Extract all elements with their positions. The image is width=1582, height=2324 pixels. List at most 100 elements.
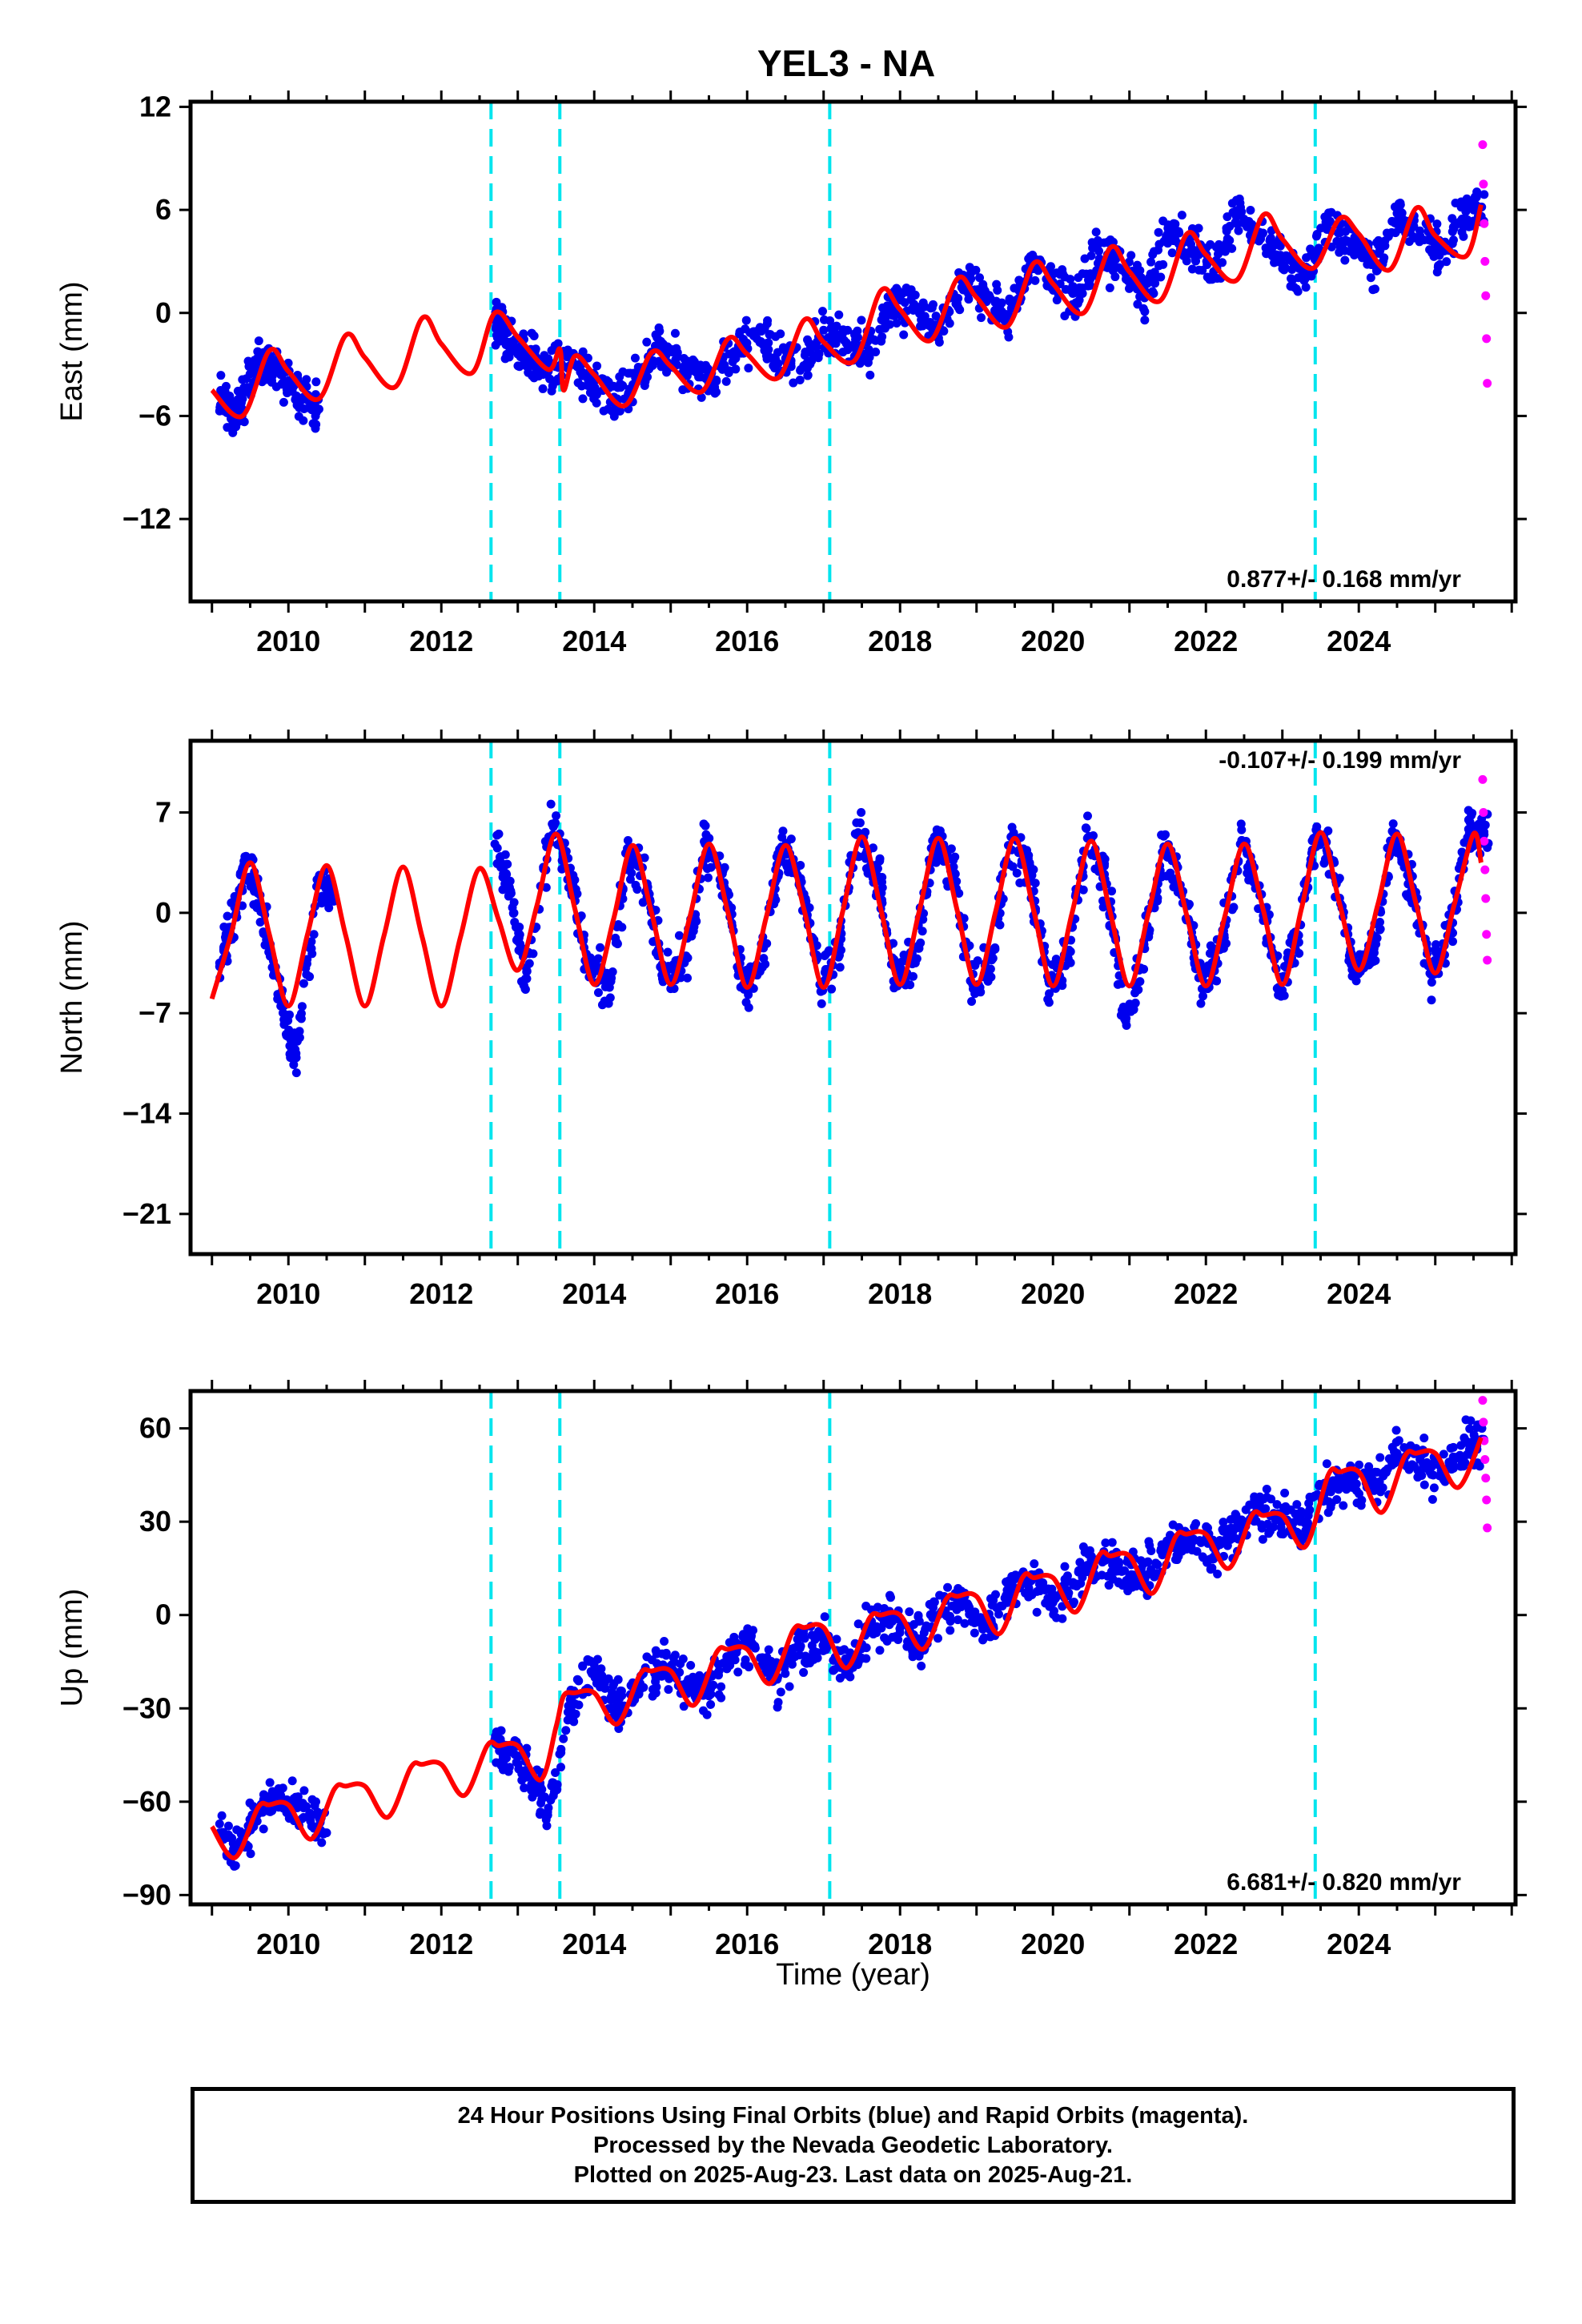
data-point: [1480, 1454, 1490, 1464]
data-point: [1259, 1494, 1268, 1504]
data-point: [520, 984, 530, 994]
data-point: [1068, 282, 1078, 292]
data-point: [1012, 868, 1022, 878]
data-point: [1431, 939, 1441, 949]
data-point: [1158, 259, 1168, 269]
data-point: [1034, 1579, 1044, 1589]
data-point: [615, 406, 624, 416]
data-point: [750, 1643, 760, 1653]
data-point: [951, 299, 961, 308]
data-point: [650, 341, 660, 351]
data-point: [572, 1675, 582, 1684]
data-point: [732, 1648, 741, 1658]
data-point: [522, 1743, 532, 1753]
data-point: [1388, 819, 1398, 829]
data-point: [1326, 1487, 1335, 1497]
data-point: [1127, 1582, 1137, 1592]
data-point: [1087, 238, 1097, 247]
data-point: [837, 945, 846, 955]
data-point: [552, 811, 561, 821]
data-point: [607, 973, 616, 983]
data-point: [658, 340, 668, 349]
data-point: [263, 1806, 273, 1815]
data-point: [1430, 242, 1439, 251]
data-point: [600, 1683, 610, 1693]
data-point: [613, 1675, 623, 1684]
data-point: [796, 1642, 805, 1651]
data-point: [764, 338, 773, 348]
data-point: [931, 312, 941, 321]
footer-caption-box: 24 Hour Positions Using Final Orbits (bl…: [191, 2087, 1516, 2204]
data-point: [1466, 1416, 1476, 1425]
data-point: [765, 330, 774, 340]
data-point: [728, 357, 737, 367]
data-point: [1482, 930, 1492, 939]
data-point: [978, 1635, 988, 1645]
data-point: [731, 364, 741, 374]
data-point: [278, 1783, 287, 1793]
x-tick-label: 2012: [409, 625, 473, 657]
data-point: [1415, 1468, 1425, 1478]
data-point: [1303, 1511, 1313, 1521]
data-point: [674, 931, 684, 940]
data-point: [1151, 1558, 1161, 1568]
data-point: [1097, 1570, 1106, 1580]
plot-frame: [188, 738, 1518, 1256]
data-point: [1419, 1433, 1429, 1443]
data-point: [307, 937, 316, 947]
data-point: [1302, 253, 1311, 263]
data-point: [773, 359, 783, 368]
data-point: [1364, 960, 1374, 970]
data-point: [802, 364, 812, 373]
data-point: [835, 963, 845, 972]
data-point: [899, 330, 909, 340]
data-point: [1301, 283, 1311, 292]
data-point: [689, 922, 699, 931]
data-point: [807, 1641, 817, 1651]
data-point: [1130, 988, 1140, 998]
data-point: [284, 1025, 294, 1035]
x-tick-label: 2024: [1327, 1928, 1391, 1960]
data-point: [311, 412, 320, 421]
data-point: [271, 368, 281, 377]
data-point: [1101, 1538, 1110, 1548]
data-point: [1272, 1500, 1282, 1510]
data-point: [521, 963, 531, 972]
data-point: [1107, 887, 1117, 896]
data-point: [1439, 1449, 1448, 1459]
data-point: [309, 930, 319, 939]
data-point: [498, 1765, 508, 1775]
data-point: [729, 1632, 739, 1642]
data-point: [642, 337, 652, 347]
data-point: [1263, 1519, 1272, 1529]
data-point: [1351, 976, 1361, 986]
data-point: [984, 970, 994, 979]
data-point: [1431, 947, 1440, 957]
data-point: [1447, 227, 1457, 236]
data-point: [888, 1632, 897, 1642]
data-point: [640, 380, 649, 390]
data-point: [701, 821, 710, 830]
data-point: [303, 955, 312, 964]
data-point: [1121, 1016, 1130, 1026]
data-point: [857, 807, 866, 817]
data-point: [245, 1798, 255, 1807]
data-point: [683, 953, 693, 963]
data-point: [686, 1661, 696, 1671]
data-point: [718, 1659, 728, 1668]
data-point: [1170, 1554, 1180, 1564]
data-point: [896, 1622, 905, 1631]
data-point: [875, 856, 885, 866]
data-point: [259, 929, 268, 939]
data-point: [1066, 275, 1075, 284]
model-curve: [210, 203, 1484, 420]
data-point: [548, 1782, 558, 1791]
data-point: [809, 351, 818, 360]
x-tick-label: 2010: [256, 1277, 320, 1310]
data-point: [908, 971, 917, 981]
data-point: [231, 1861, 240, 1871]
x-tick-label: 2024: [1327, 1277, 1391, 1310]
data-point: [584, 1657, 594, 1667]
y-tick-label: −60: [122, 1785, 171, 1818]
data-point: [569, 1717, 579, 1727]
